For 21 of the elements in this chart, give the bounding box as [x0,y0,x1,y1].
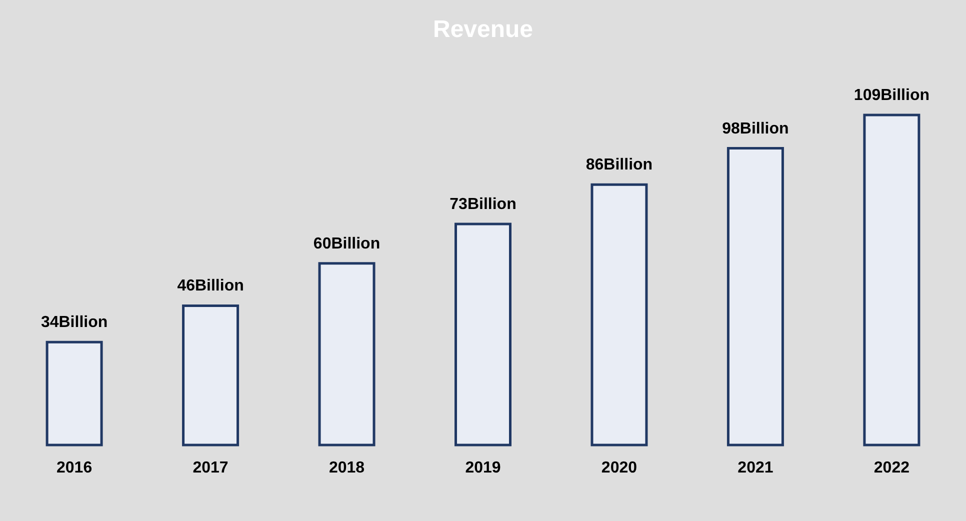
bar [46,340,103,446]
bar [182,304,240,446]
data-label: 60Billion [313,235,380,252]
bar [318,262,376,446]
data-label: 34Billion [40,314,108,332]
x-tick-label: 2020 [601,460,638,476]
data-label: 73Billion [450,196,516,213]
data-label: 86Billion [586,156,653,174]
x-tick-label: 2018 [328,460,365,476]
x-tick-label: 2019 [465,460,501,476]
x-tick-label: 2021 [738,460,774,476]
bar [863,114,920,446]
data-label: 46Billion [177,278,244,295]
bar [726,147,784,446]
x-tick-label: 2017 [192,460,228,476]
data-label: 98Billion [722,120,789,138]
bar [590,183,648,446]
bar [454,222,512,446]
x-tick-label: 2022 [874,460,910,476]
x-tick-label: 2016 [56,460,92,476]
data-label: 109Billion [854,87,930,104]
